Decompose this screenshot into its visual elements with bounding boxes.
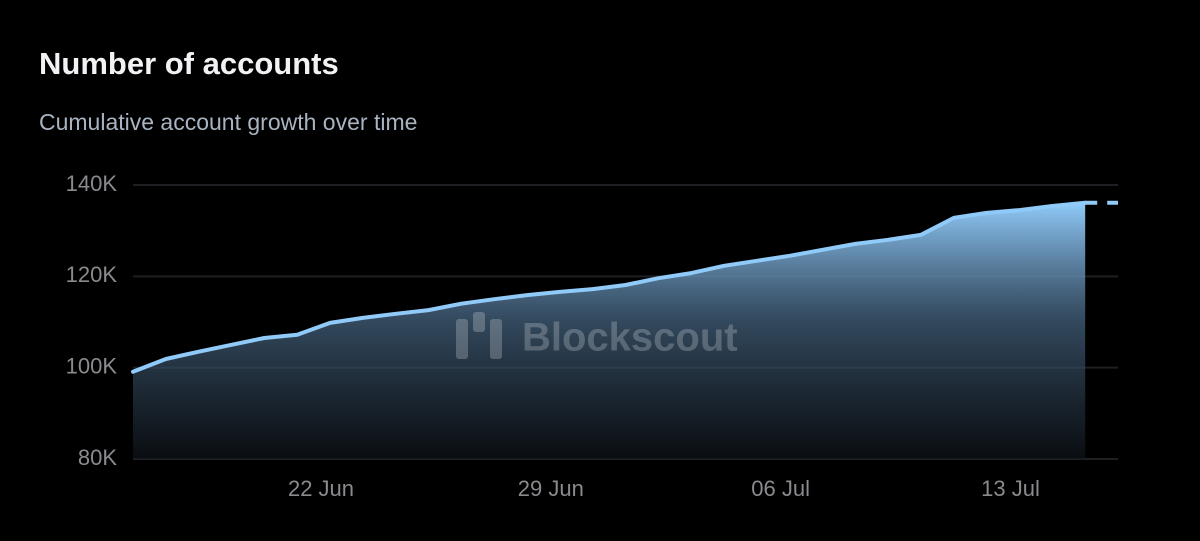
y-tick-label: 140K (66, 171, 118, 196)
line (131, 200, 1088, 374)
plot (131, 200, 1118, 460)
watermark-text: Blockscout (522, 316, 738, 360)
x-tick-label: 06 Jul (751, 476, 810, 501)
watermark: Blockscout (456, 312, 738, 360)
x-tick-label: 29 Jun (518, 476, 584, 501)
watermark-icon (490, 319, 502, 359)
watermark-icon (456, 319, 468, 359)
chart-subtitle: Cumulative account growth over time (39, 109, 417, 135)
x-tick-label: 22 Jun (288, 476, 354, 501)
y-tick-label: 100K (66, 353, 118, 378)
area (133, 202, 1086, 460)
x-tick-label: 13 Jul (981, 476, 1040, 501)
labels: 80K 100K 120K 140K 22 Jun 29 Jun 06 Jul 13 Jul (66, 171, 1040, 501)
chart-title: Number of accounts (39, 46, 339, 81)
y-tick-label: 80K (78, 445, 117, 470)
watermark-icon (473, 312, 485, 332)
y-tick-label: 120K (66, 262, 118, 287)
